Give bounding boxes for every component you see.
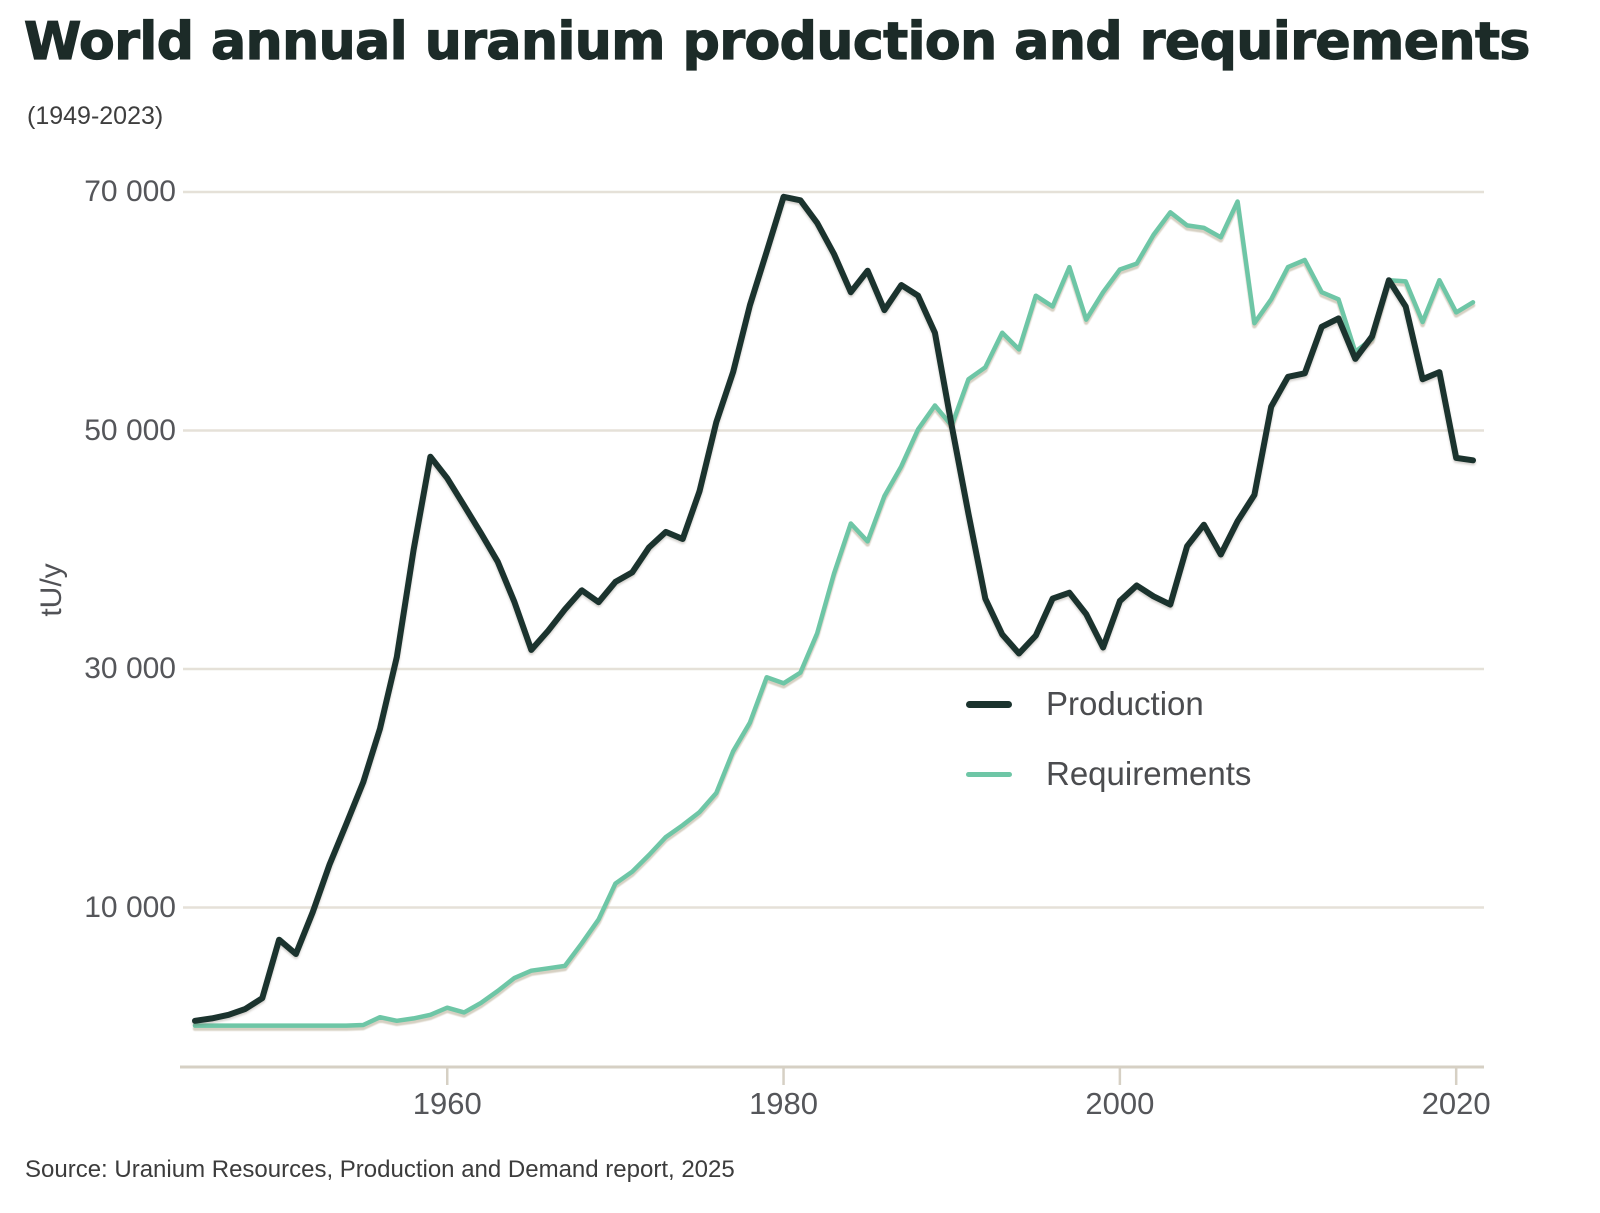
x-tick-label: 1960 — [412, 1086, 482, 1121]
legend-label-requirements: Requirements — [1046, 755, 1252, 792]
chart-title: World annual uranium production and requ… — [23, 12, 1531, 72]
legend-item-production: Production — [966, 684, 1251, 724]
production-line-swatch-icon — [966, 700, 1012, 708]
legend: Production Requirements — [966, 684, 1251, 824]
x-tick-label: 1980 — [749, 1086, 819, 1121]
source-note: Source: Uranium Resources, Production an… — [25, 1156, 735, 1183]
requirements-line-swatch-icon — [966, 771, 1012, 777]
legend-item-requirements: Requirements — [966, 754, 1251, 794]
y-axis-title: tU/y — [35, 563, 68, 617]
y-tick-label: 70 000 — [84, 175, 176, 208]
y-tick-label: 10 000 — [84, 890, 176, 924]
legend-label-production: Production — [1046, 685, 1204, 722]
x-tick-label: 2000 — [1085, 1086, 1155, 1121]
y-tick-label: 50 000 — [84, 413, 176, 447]
y-tick-label: 30 000 — [84, 652, 176, 685]
requirements-line — [192, 199, 1476, 1028]
chart-subtitle: (1949-2023) — [27, 102, 164, 130]
x-tick-label: 2020 — [1421, 1086, 1491, 1121]
production-line — [192, 193, 1476, 1024]
